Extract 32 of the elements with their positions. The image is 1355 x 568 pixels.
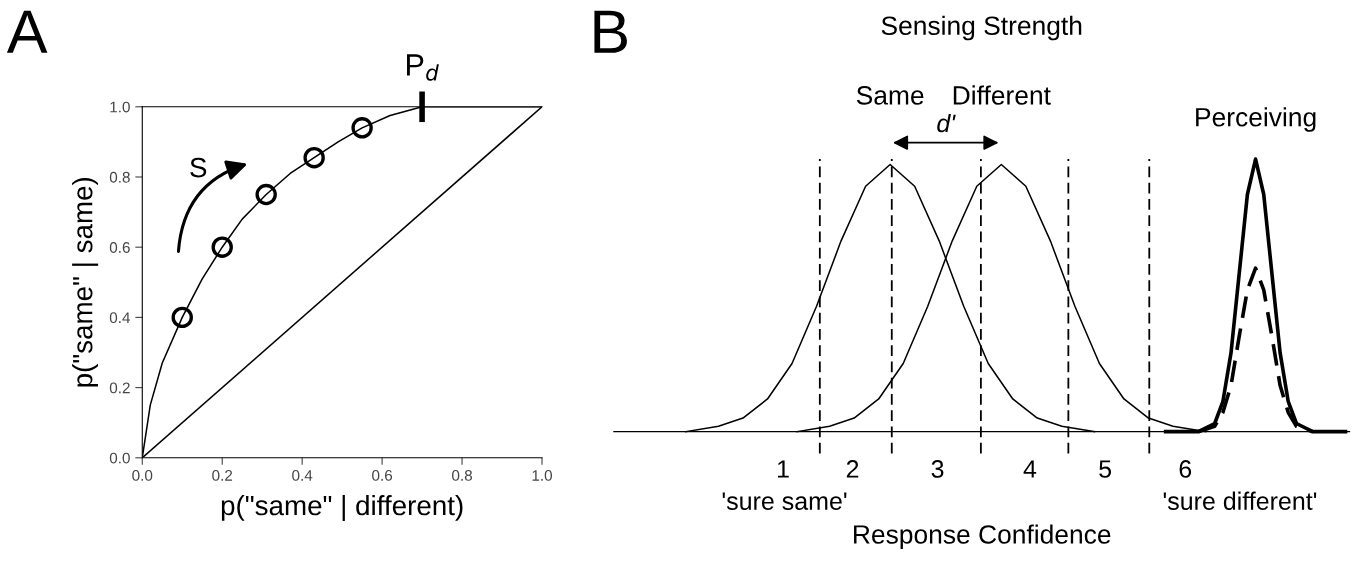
x-tick-label: 0.8 xyxy=(452,470,473,481)
annotation: P$_{d}$ xyxy=(407,54,439,81)
text: 'sure same' xyxy=(722,492,847,510)
text: B xyxy=(594,10,627,53)
x-tick-label: 0.0 xyxy=(132,470,153,481)
x-axis-title: Response Confidence xyxy=(854,524,1111,550)
x-tick-label: 4 xyxy=(1023,460,1037,478)
text: d' xyxy=(937,113,956,133)
x-tick-label: 6 xyxy=(1179,460,1192,478)
x-tick-label: 3 xyxy=(931,460,944,478)
x-tick-label: 0.2 xyxy=(212,470,233,481)
text: Same xyxy=(856,86,924,105)
y-axis-title: p("same" | same) xyxy=(72,177,99,387)
x-tick-label: 1 xyxy=(778,460,789,478)
y-tick-label: 0.4 xyxy=(109,312,131,324)
y-tick-label: 0.2 xyxy=(109,382,130,394)
x-tick-label: 0.4 xyxy=(292,470,313,481)
y-tick-label: 0.8 xyxy=(109,171,130,183)
text: Different xyxy=(953,85,1051,105)
x-tick-label: 5 xyxy=(1099,460,1112,478)
x-tick-label: 0.6 xyxy=(372,470,393,481)
series-label: Perceiving xyxy=(1196,107,1316,132)
y-tick-label: 0.0 xyxy=(109,452,130,464)
y-tick-label: 0.6 xyxy=(109,242,130,253)
annotation: S xyxy=(190,157,207,178)
y-tick-label: 1.0 xyxy=(110,101,130,113)
text: A xyxy=(6,10,48,53)
x-axis-title: p("same" | different) xyxy=(221,494,463,521)
x-tick-label: 2 xyxy=(846,460,859,478)
text: 'sure different' xyxy=(1163,491,1317,510)
x-tick-label: 1.0 xyxy=(532,470,553,481)
chart-title: Sensing Strength xyxy=(881,15,1082,41)
